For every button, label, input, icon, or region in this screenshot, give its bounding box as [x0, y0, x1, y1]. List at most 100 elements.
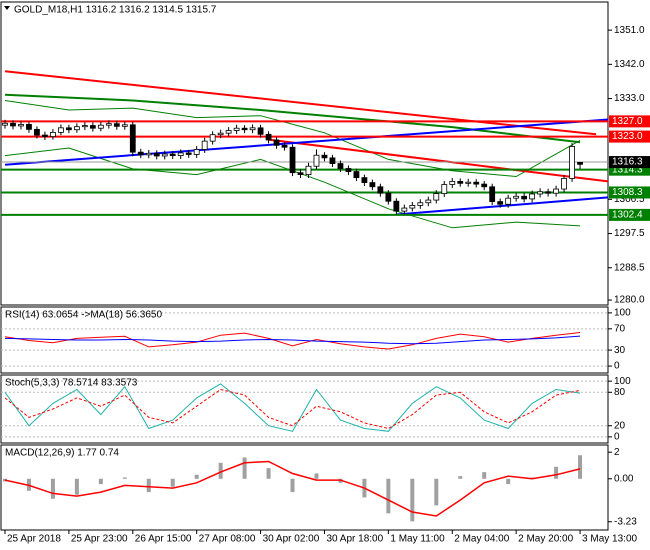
candle-body — [209, 134, 216, 142]
histogram-bar — [218, 462, 223, 479]
candle-body — [2, 122, 8, 126]
candle-body — [489, 186, 496, 202]
candle-body — [353, 171, 360, 179]
x-tick-label: 25 Apr 2018 — [7, 534, 61, 545]
indicator-line — [4, 388, 581, 430]
candle-body — [385, 192, 392, 202]
candle-body — [233, 127, 240, 131]
candle-body — [361, 177, 368, 183]
panel-title: Stoch(5,3,3) 78.5714 83.3573 — [5, 378, 138, 389]
candle-body — [153, 152, 160, 157]
candle-body — [249, 127, 256, 131]
candle-body — [97, 124, 104, 129]
candle-body — [217, 132, 224, 136]
candle-body — [377, 186, 384, 194]
trend-line — [4, 118, 609, 166]
histogram-bar — [554, 466, 559, 479]
level-label: 1327.0 — [612, 116, 643, 127]
histogram-bar — [122, 477, 127, 479]
panel-frame — [0, 1, 609, 306]
band-line — [4, 100, 581, 178]
panel-title: GOLD_M18,H1 1316.2 1316.2 1314.5 1315.7 — [14, 5, 217, 16]
x-tick-label: 2 May 20:00 — [518, 534, 573, 545]
y-tick-label: 1351.0 — [614, 25, 645, 36]
candle-body — [34, 128, 40, 136]
candle-body — [58, 127, 64, 133]
indicator-line — [4, 383, 581, 432]
candle-body — [481, 183, 488, 188]
level-label: 1323.0 — [612, 131, 643, 142]
candle-body — [537, 191, 544, 195]
candle-body — [521, 195, 528, 200]
candle-body — [321, 154, 328, 159]
histogram-bar — [482, 472, 487, 479]
candle-body — [161, 153, 168, 157]
candle-body — [449, 181, 456, 185]
y-tick-label: 70 — [614, 323, 626, 334]
candle-body — [401, 207, 408, 212]
y-tick-label: 0 — [614, 432, 620, 443]
histogram-bar — [194, 474, 199, 479]
y-tick-label: 100 — [614, 307, 631, 318]
histogram-bar — [98, 478, 103, 485]
candle-body — [50, 132, 56, 137]
candle-body — [425, 199, 432, 204]
candle-body — [337, 163, 344, 169]
histogram-bar — [506, 478, 511, 485]
candle-body — [169, 153, 176, 156]
x-tick-label: 26 Apr 15:00 — [135, 534, 192, 545]
candle-body — [553, 188, 559, 194]
candle-body — [529, 193, 536, 200]
histogram-bar — [290, 478, 295, 493]
candle-body — [289, 146, 296, 174]
y-tick-label: 1288.5 — [614, 262, 645, 273]
level-label-box — [609, 130, 650, 143]
histogram-bar — [50, 478, 55, 499]
trend-line — [268, 138, 609, 183]
panel-title: RSI(14) 63.0654 ->MA(18) 56.3650 — [5, 310, 162, 321]
y-tick-label: 0 — [614, 361, 620, 372]
candle-body — [393, 200, 400, 212]
candle-body — [457, 181, 464, 184]
level-label: 1308.3 — [612, 187, 643, 198]
candle-body — [505, 197, 512, 205]
candle-body — [417, 202, 424, 206]
trend-line — [396, 196, 609, 216]
x-tick-label: 27 Apr 08:00 — [199, 534, 256, 545]
candle-body — [513, 195, 520, 199]
candle-body — [313, 154, 320, 167]
panel-frame — [0, 374, 609, 444]
y-tick-label: 2 — [614, 447, 620, 458]
histogram-bar — [578, 455, 583, 479]
candle-body — [65, 127, 72, 131]
bid-label: 1316.3 — [612, 157, 643, 168]
candle-body — [569, 146, 575, 179]
candle-body — [433, 193, 440, 201]
candle-body — [121, 124, 128, 127]
candle-body — [241, 127, 248, 131]
y-tick-label: 1333.0 — [614, 93, 645, 104]
candle-body — [273, 139, 280, 146]
candle-body — [201, 140, 208, 150]
candle-body — [441, 184, 448, 195]
candle-body — [497, 201, 504, 205]
histogram-bar — [314, 473, 319, 479]
candle-body — [113, 123, 120, 127]
candle-body — [185, 152, 192, 155]
histogram-bar — [434, 478, 439, 506]
candle-body — [225, 130, 232, 134]
x-tick-label: 1 May 11:00 — [390, 534, 445, 545]
level-label-box — [609, 115, 650, 128]
y-tick-label: 1280.0 — [614, 295, 645, 306]
y-tick-label: 100 — [614, 376, 631, 387]
level-label-box — [609, 208, 650, 221]
histogram-bar — [386, 478, 391, 514]
candle-body — [81, 125, 88, 128]
histogram-bar — [170, 478, 175, 487]
candle-body — [105, 123, 112, 126]
x-tick-label: 25 Apr 23:00 — [71, 534, 128, 545]
histogram-bar — [146, 478, 151, 493]
candle-body — [10, 122, 16, 127]
